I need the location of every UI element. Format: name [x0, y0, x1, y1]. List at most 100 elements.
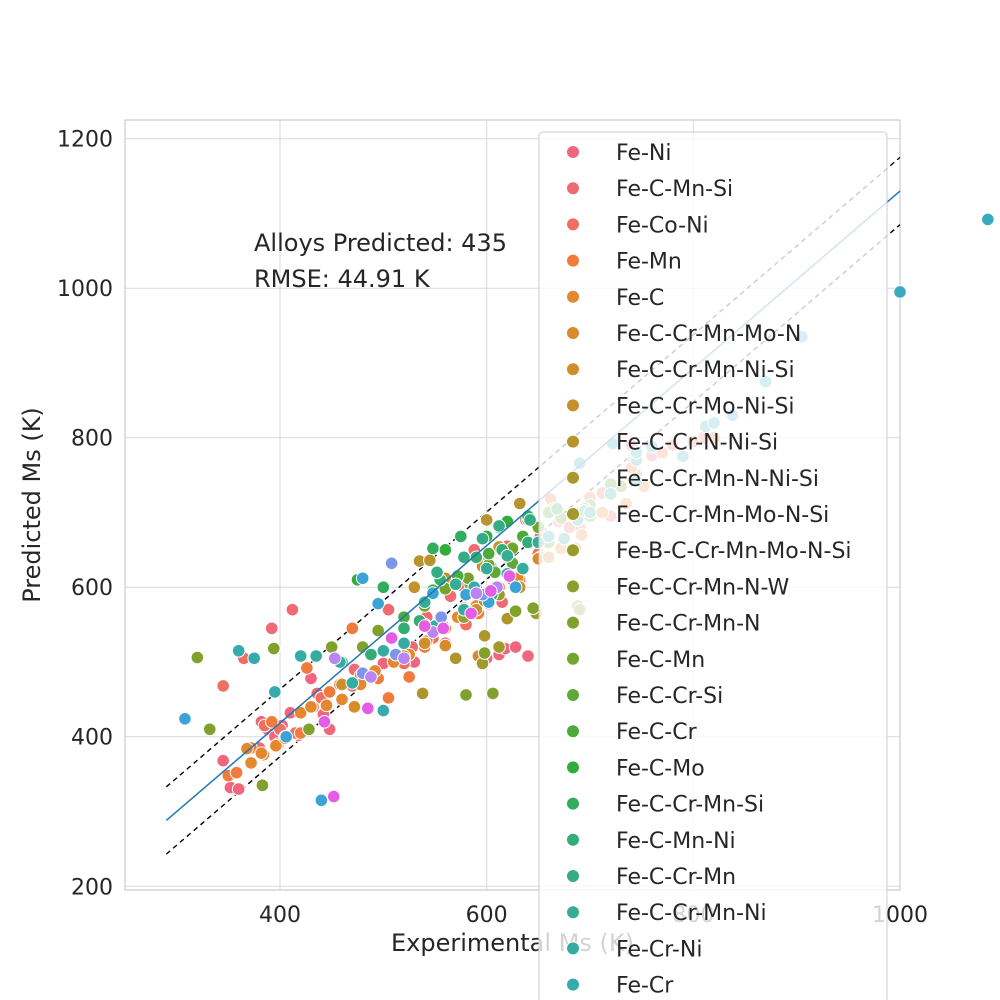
legend-label: Fe-C-Cr-Mn-Si: [616, 793, 764, 818]
legend-item: Fe-C-Cr-N-Ni-Si: [566, 431, 778, 456]
legend-item: Fe-C-Cr-Mn-N-Ni-Si: [566, 467, 819, 492]
data-point: [335, 692, 349, 707]
legend-item: Fe-C-Cr-Mn-Ni: [566, 901, 767, 926]
legend-label: Fe-Ni: [616, 141, 672, 166]
legend-label: Fe-C-Cr-Mn: [616, 865, 736, 890]
data-point: [324, 640, 339, 654]
legend-marker: [566, 869, 580, 883]
legend-label: Fe-Co-Ni: [616, 213, 709, 238]
data-point: [526, 601, 540, 615]
series-fe-c-cr-mn: [430, 513, 537, 580]
data-point: [417, 595, 432, 609]
y-tick-label: 800: [71, 427, 113, 452]
legend-item: Fe-C-Cr-Mn-Mo-N-Si: [566, 503, 829, 528]
legend-label: Fe-C-Cr-Si: [616, 684, 723, 709]
data-point: [438, 543, 453, 557]
legend: Fe-Ni Fe-C-Mn-Si Fe-Co-Ni Fe-Mn Fe-C Fe-C-Cr-…: [538, 131, 888, 1000]
legend-item: Fe-B-C-Cr-Mn-Mo-N-Si: [566, 539, 852, 564]
legend-marker: [566, 326, 580, 340]
data-point: [430, 565, 444, 580]
data-point: [417, 619, 432, 633]
data-point: [486, 686, 500, 701]
series-fe-c-cr-n-ni-si: [412, 496, 527, 568]
data-point: [269, 738, 283, 753]
legend-item: Fe-C-Mn: [566, 648, 705, 673]
data-point: [326, 789, 341, 804]
legend-label: Fe-C-Cr-Mn-Ni: [616, 901, 767, 926]
data-point: [285, 602, 300, 617]
data-point: [502, 569, 517, 583]
legend-marker: [566, 724, 580, 739]
data-point: [500, 549, 515, 563]
data-point: [508, 640, 523, 654]
legend-marker: [566, 579, 580, 594]
data-point: [402, 670, 416, 684]
legend-marker: [566, 289, 580, 304]
data-point: [254, 746, 269, 760]
y-tick-label: 1000: [57, 277, 113, 302]
data-point: [247, 651, 261, 666]
legend-marker: [566, 615, 580, 630]
data-point: [279, 729, 294, 744]
legend-label: Fe-C-Cr-Mn-N-W: [616, 575, 790, 600]
data-point: [479, 561, 494, 576]
data-point: [361, 701, 375, 716]
data-point: [397, 621, 411, 636]
data-point: [364, 647, 378, 662]
legend-marker: [566, 470, 580, 485]
legend-marker: [566, 651, 580, 666]
data-point: [202, 722, 217, 737]
legend-marker: [566, 398, 580, 413]
legend-item: Fe-Ni: [566, 141, 672, 166]
y-tick-label: 200: [71, 875, 113, 900]
data-point: [314, 793, 329, 808]
x-tick-label: 400: [259, 903, 301, 928]
data-point: [397, 636, 411, 651]
data-point: [317, 714, 332, 729]
legend-marker: [566, 543, 580, 558]
legend-label: Fe-C-Cr-Mn-N-Ni-Si: [616, 467, 819, 492]
legend-marker: [566, 217, 580, 232]
data-point: [469, 586, 484, 601]
legend-label: Fe-C-Cr-Mn-Ni-Si: [616, 358, 795, 383]
legend-label: Fe-C-Mn-Si: [616, 177, 733, 202]
data-point: [264, 714, 279, 729]
data-point: [319, 698, 334, 713]
legend-item: Fe-C-Cr-Mn-Ni-Si: [566, 358, 795, 383]
data-point: [464, 606, 478, 621]
data-point: [229, 765, 244, 780]
data-point: [216, 753, 230, 768]
data-point: [376, 643, 391, 658]
legend-item: Fe-C-Cr-Mn: [566, 865, 736, 890]
legend-marker: [566, 760, 580, 775]
data-point: [508, 580, 523, 595]
data-point: [426, 541, 440, 556]
data-point: [384, 556, 399, 571]
data-point: [477, 629, 492, 643]
data-point: [893, 285, 907, 299]
data-point: [302, 722, 316, 737]
legend-marker: [566, 362, 580, 377]
legend-label: Fe-C-Cr-Mn-Mo-N-Si: [616, 503, 829, 528]
legend-item: Fe-Cr: [566, 974, 674, 999]
data-point: [268, 685, 282, 699]
legend-item: Fe-C-Cr-Mn-Mo-N: [566, 322, 801, 347]
data-point: [345, 621, 360, 636]
data-point: [492, 519, 506, 533]
data-point: [216, 679, 230, 693]
data-point: [434, 610, 449, 624]
legend-box: [538, 131, 888, 1000]
data-point: [481, 546, 496, 561]
data-point: [397, 651, 411, 666]
legend-label: Fe-C-Mn: [616, 648, 705, 673]
data-point: [190, 650, 205, 665]
legend-item: Fe-C-Cr-Mn-N-W: [566, 575, 790, 600]
legend-label: Fe-Mn: [616, 250, 682, 275]
data-point: [347, 700, 362, 714]
legend-item: Fe-C-Mo: [566, 756, 705, 781]
legend-marker: [566, 253, 580, 268]
annotation-alloys-predicted: Alloys Predicted: 435: [254, 229, 507, 257]
data-point: [438, 638, 453, 653]
y-tick-label: 600: [71, 576, 113, 601]
legend-marker: [566, 145, 580, 159]
